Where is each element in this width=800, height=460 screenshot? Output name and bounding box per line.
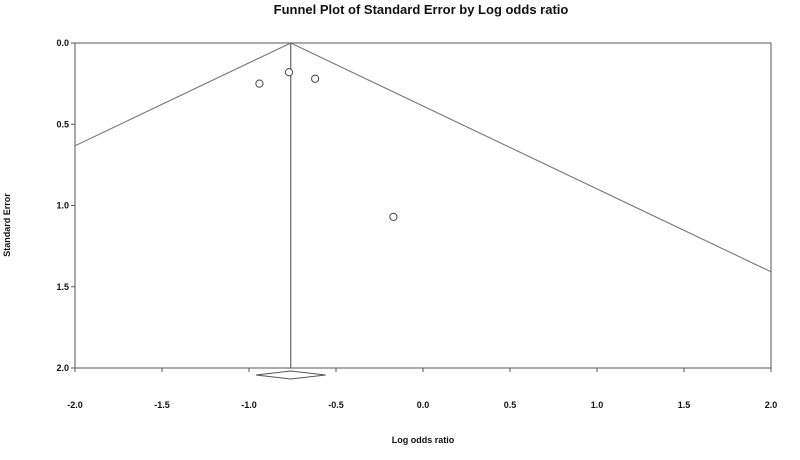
y-axis-label: Standard Error bbox=[2, 193, 12, 257]
y-tick-label: 2.0 bbox=[56, 363, 69, 373]
x-tick-label: 1.5 bbox=[678, 400, 691, 410]
x-tick-label: 0.0 bbox=[417, 400, 430, 410]
summary-diamond bbox=[255, 370, 326, 380]
funnel-right-line bbox=[290, 43, 771, 273]
chart-title: Funnel Plot of Standard Error by Log odd… bbox=[274, 2, 569, 17]
x-tick-label: 0.5 bbox=[504, 400, 517, 410]
x-tick-label: -1.5 bbox=[154, 400, 170, 410]
y-tick-label: 0.0 bbox=[56, 38, 69, 48]
study-point bbox=[311, 74, 320, 83]
study-point bbox=[284, 68, 294, 77]
y-tick-label: 1.0 bbox=[56, 201, 69, 211]
funnel-lines bbox=[75, 43, 771, 368]
x-tick-label: -0.5 bbox=[328, 400, 344, 410]
funnel-left-line bbox=[75, 43, 291, 147]
summary-diamond-group bbox=[255, 370, 326, 380]
x-axis-ticks: -2.0 -1.5 -1.0 -0.5 0.0 0.5 1.0 1.5 2.0 bbox=[67, 368, 777, 410]
x-tick-label: 1.0 bbox=[591, 400, 604, 410]
y-tick-label: 0.5 bbox=[56, 119, 69, 129]
plot-area bbox=[74, 42, 772, 369]
x-tick-label: -1.0 bbox=[241, 400, 257, 410]
study-points bbox=[255, 68, 398, 221]
y-tick-label: 1.5 bbox=[56, 282, 69, 292]
x-tick-label: 2.0 bbox=[765, 400, 778, 410]
study-point bbox=[389, 212, 398, 221]
study-point bbox=[255, 79, 264, 88]
y-axis-ticks: 0.0 0.5 1.0 1.5 2.0 bbox=[56, 38, 75, 373]
x-axis-label: Log odds ratio bbox=[392, 435, 455, 445]
x-tick-label: -2.0 bbox=[67, 400, 83, 410]
